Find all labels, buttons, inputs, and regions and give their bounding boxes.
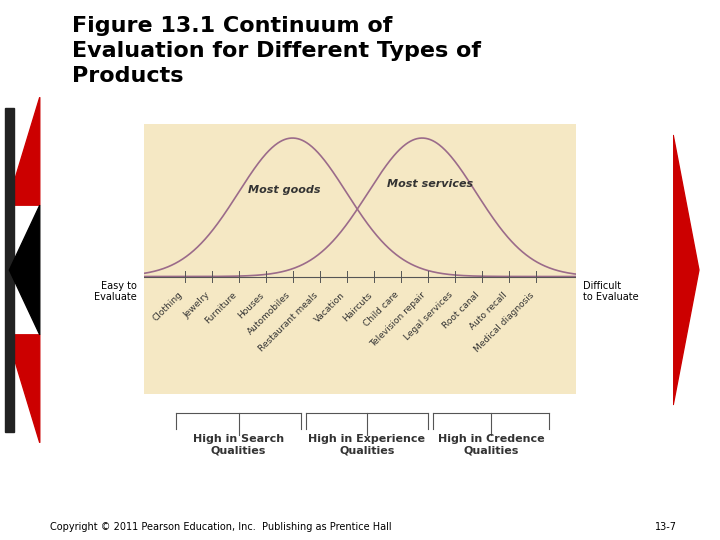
Polygon shape: [5, 108, 14, 432]
Text: Easy to
Evaluate: Easy to Evaluate: [94, 281, 137, 302]
Polygon shape: [7, 335, 40, 443]
Polygon shape: [9, 205, 40, 335]
Text: Auto recall: Auto recall: [468, 291, 508, 331]
Text: High in Credence
Qualities: High in Credence Qualities: [438, 434, 544, 456]
Text: High in Search
Qualities: High in Search Qualities: [193, 434, 284, 456]
Text: 13-7: 13-7: [654, 522, 677, 532]
Text: Figure 13.1 Continuum of
Evaluation for Different Types of
Products: Figure 13.1 Continuum of Evaluation for …: [72, 16, 481, 86]
Text: Medical diagnosis: Medical diagnosis: [472, 291, 536, 354]
Text: Clothing: Clothing: [151, 291, 184, 323]
Text: Copyright © 2011 Pearson Education, Inc.  Publishing as Prentice Hall: Copyright © 2011 Pearson Education, Inc.…: [50, 522, 392, 532]
Text: Jewelry: Jewelry: [182, 291, 212, 320]
Polygon shape: [673, 135, 699, 405]
Text: Difficult
to Evaluate: Difficult to Evaluate: [583, 281, 639, 302]
Text: High in Experience
Qualities: High in Experience Qualities: [308, 434, 426, 456]
Text: Houses: Houses: [236, 291, 266, 320]
Text: Child care: Child care: [362, 291, 400, 329]
Text: Most goods: Most goods: [248, 185, 320, 195]
Text: Restaurant meals: Restaurant meals: [257, 291, 320, 353]
Text: Haircuts: Haircuts: [341, 291, 374, 323]
Text: Furniture: Furniture: [203, 291, 238, 326]
Text: Automobiles: Automobiles: [246, 291, 292, 336]
Text: Television repair: Television repair: [369, 291, 428, 349]
Text: Most services: Most services: [387, 179, 473, 188]
Text: Root canal: Root canal: [441, 291, 482, 330]
Text: Vacation: Vacation: [312, 291, 346, 324]
Polygon shape: [7, 97, 40, 205]
Text: Legal services: Legal services: [402, 291, 454, 342]
